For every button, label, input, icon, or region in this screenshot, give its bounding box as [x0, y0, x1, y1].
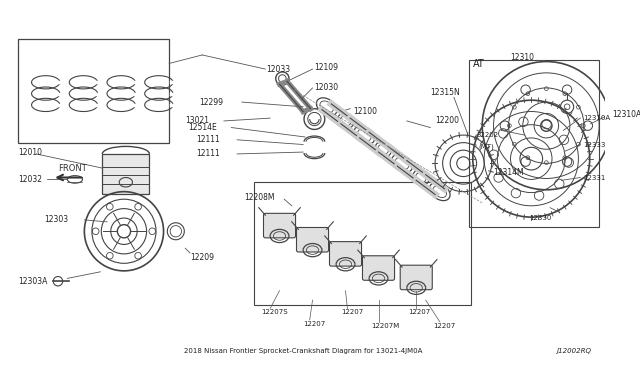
Text: 2018 Nissan Frontier Sprocket-Crankshaft Diagram for 13021-4JM0A: 2018 Nissan Frontier Sprocket-Crankshaft… — [184, 348, 422, 354]
Text: 12100: 12100 — [353, 107, 377, 116]
Text: 12111: 12111 — [196, 150, 220, 158]
Text: 12209: 12209 — [190, 253, 214, 262]
Text: 12303: 12303 — [44, 215, 68, 224]
Text: 13021: 13021 — [185, 116, 209, 125]
FancyBboxPatch shape — [296, 228, 328, 252]
FancyBboxPatch shape — [362, 256, 394, 280]
Text: 12207: 12207 — [433, 323, 456, 328]
Text: 12109: 12109 — [314, 63, 339, 72]
Text: 12208M: 12208M — [244, 193, 275, 202]
Text: FRONT: FRONT — [58, 164, 86, 173]
Text: 12314M: 12314M — [493, 168, 524, 177]
Text: (MT): (MT) — [479, 143, 494, 150]
Text: 32202: 32202 — [477, 132, 499, 138]
Text: 12200: 12200 — [435, 116, 459, 125]
Text: 12299: 12299 — [200, 97, 223, 107]
Text: 12207: 12207 — [409, 310, 431, 315]
Text: 12303A: 12303A — [19, 277, 48, 286]
Text: 12207: 12207 — [341, 310, 363, 315]
Text: 12310: 12310 — [511, 53, 534, 62]
Text: 12330: 12330 — [529, 215, 552, 221]
Text: AT: AT — [473, 60, 484, 69]
Text: 12310A: 12310A — [583, 115, 611, 121]
Text: 12033: 12033 — [266, 65, 291, 74]
FancyBboxPatch shape — [264, 214, 296, 238]
Text: 12310A: 12310A — [612, 110, 640, 119]
Text: 12111: 12111 — [196, 135, 220, 144]
Text: 12333: 12333 — [583, 141, 605, 148]
Text: 12010: 12010 — [19, 148, 42, 157]
Text: 12207S: 12207S — [262, 310, 288, 315]
FancyBboxPatch shape — [400, 265, 432, 290]
Text: 12207: 12207 — [303, 321, 325, 327]
Text: 12032: 12032 — [19, 175, 42, 184]
Text: 12315N: 12315N — [430, 88, 460, 97]
Text: 12514E: 12514E — [188, 123, 217, 132]
Text: 12207M: 12207M — [371, 323, 399, 328]
Text: 12331: 12331 — [583, 174, 605, 180]
Text: 12030: 12030 — [314, 83, 339, 93]
Text: J12002RQ: J12002RQ — [556, 348, 591, 354]
FancyBboxPatch shape — [102, 154, 149, 193]
FancyBboxPatch shape — [330, 242, 362, 266]
